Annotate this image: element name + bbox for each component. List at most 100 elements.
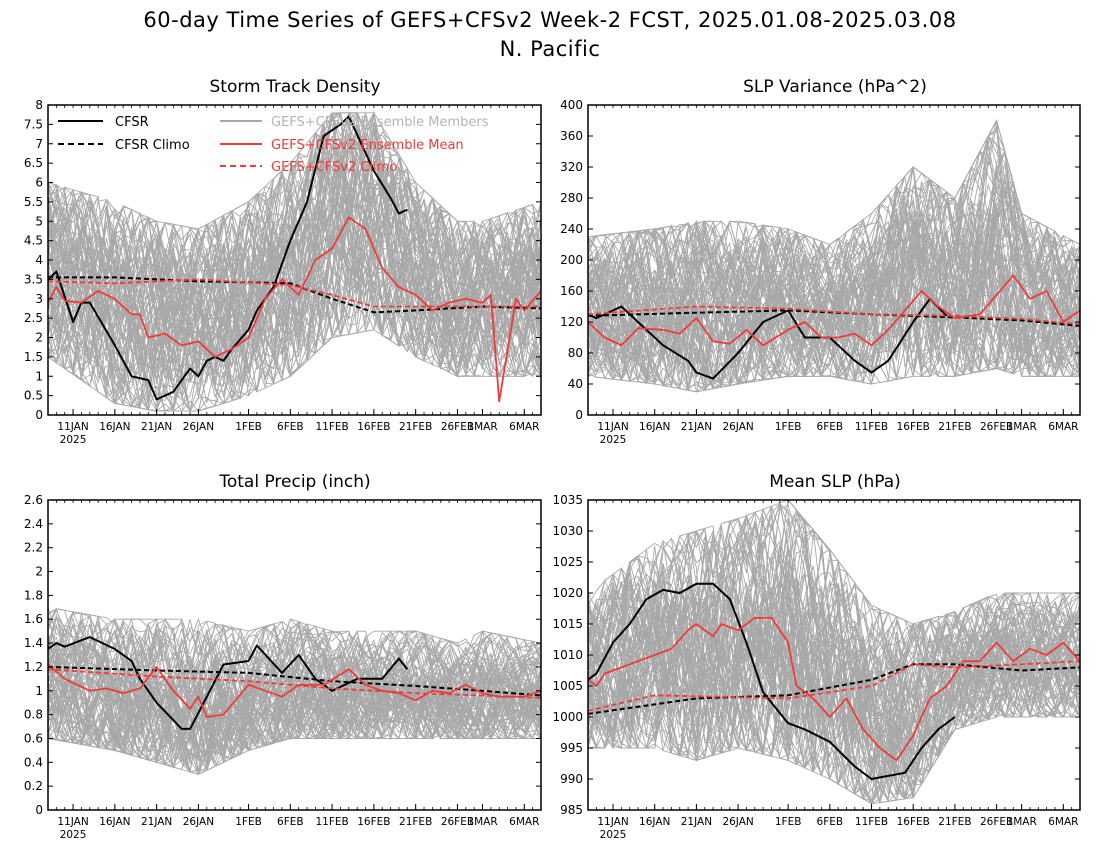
y-tick-label: 1015 xyxy=(552,617,583,631)
y-axis: 0 0.5 1 1.5 2 2.5 3 3.5 4 4.5 5 5.5 6 6.5 7 7.5 8 xyxy=(24,98,541,422)
y-tick-label: 990 xyxy=(560,772,583,786)
x-tick-label: 11FEB xyxy=(855,421,888,433)
ensemble-members xyxy=(588,118,1080,393)
ensemble-member-line xyxy=(588,240,1080,389)
x-tick-label: 21FEB xyxy=(938,816,971,828)
y-tick-label: 3.5 xyxy=(24,272,43,286)
x-tick-label: 16FEB xyxy=(897,816,930,828)
y-tick-label: 8 xyxy=(35,98,43,112)
x-tick-label: 11FEB xyxy=(315,816,348,828)
series-line-cfsr xyxy=(48,636,409,730)
plot-lines xyxy=(48,607,541,776)
x-year-label: 2025 xyxy=(60,829,87,841)
y-tick-label: 200 xyxy=(560,253,583,267)
plot-lines xyxy=(588,118,1080,393)
y-tick-label: 1.8 xyxy=(24,588,43,602)
x-tick-label: 6FEB xyxy=(817,421,844,433)
x-axis: 11JAN 16JAN 21JAN 26JAN 1FEB 6FEB 11FEB 16FEB 21… xyxy=(47,105,542,446)
y-tick-label: 2 xyxy=(35,331,43,345)
plot-area: 0 0.5 1 1.5 2 2.5 3 3.5 4 4.5 5 5.5 6 6.5 7 7.5 8 11JAN 16… xyxy=(24,98,542,446)
ensemble-member-line xyxy=(48,626,541,730)
panel-title: Mean SLP (hPa) xyxy=(769,472,901,492)
ensemble-member-line xyxy=(48,644,541,764)
y-tick-label: 0.4 xyxy=(24,755,43,769)
x-tick-label: 1MAR xyxy=(467,421,497,433)
x-tick-label: 26FEB xyxy=(441,421,474,433)
ensemble-member-line xyxy=(48,224,541,409)
x-tick-label: 21JAN xyxy=(141,421,172,433)
y-tick-label: 7 xyxy=(35,137,43,151)
y-tick-label: 2.5 xyxy=(24,311,43,325)
ensemble-member-line xyxy=(588,500,1080,667)
y-tick-label: 280 xyxy=(560,191,583,205)
x-tick-label: 26FEB xyxy=(980,421,1013,433)
plot-area: 0 0.2 0.4 0.6 0.8 1 1.2 1.4 1.6 1.8 2 2.2 2.4 2.6 11JA… xyxy=(24,493,542,841)
series-line-gefs-cfsv2-ensemble-mean xyxy=(48,663,541,718)
x-tick-label: 11JAN xyxy=(597,421,628,433)
ensemble-member-line xyxy=(48,668,541,768)
x-tick-label: 16JAN xyxy=(99,816,130,828)
ensemble-member-line xyxy=(48,194,541,377)
y-tick-label: 5 xyxy=(35,214,43,228)
ensemble-member-line xyxy=(48,194,541,389)
x-tick-label: 1FEB xyxy=(775,816,802,828)
y-axis: 0 0.2 0.4 0.6 0.8 1 1.2 1.4 1.6 1.8 2 2.2 2.4 2.6 xyxy=(24,493,541,817)
series-line-cfsr xyxy=(48,115,408,401)
ensemble-member-line xyxy=(588,517,1080,717)
ensemble-member-line xyxy=(588,280,1080,381)
x-year-label: 2025 xyxy=(600,829,627,841)
x-tick-label: 1FEB xyxy=(775,421,802,433)
legend-label-ensemble-mean: GEFS+CFSv2 Ensemble Mean xyxy=(271,138,464,153)
ensemble-member-line xyxy=(588,186,1080,390)
y-tick-label: 4 xyxy=(35,253,43,267)
x-tick-label: 16FEB xyxy=(897,421,930,433)
x-tick-label: 11JAN xyxy=(597,816,628,828)
x-tick-label: 21FEB xyxy=(399,421,432,433)
ensemble-member-line xyxy=(48,122,541,311)
ensemble-member-line xyxy=(48,620,541,713)
x-tick-label: 6MAR xyxy=(1048,421,1078,433)
y-tick-label: 320 xyxy=(560,160,583,174)
x-tick-label: 11FEB xyxy=(315,421,348,433)
plot-frame xyxy=(47,499,542,811)
y-tick-label: 400 xyxy=(560,98,583,112)
ensemble-member-line xyxy=(588,628,1080,804)
y-tick-label: 1030 xyxy=(552,524,583,538)
legend-label-cfsr: CFSR xyxy=(115,115,149,130)
ensemble-member-line xyxy=(48,112,541,325)
x-tick-label: 11JAN xyxy=(57,421,88,433)
series-line-gefs-cfsv2-climo xyxy=(588,305,1080,326)
ensemble-member-line xyxy=(588,183,1080,336)
ensemble-member-line xyxy=(48,167,541,394)
series-line-gefs-cfsv2-ensemble-mean xyxy=(588,274,1080,347)
ensemble-member-line xyxy=(588,604,1080,802)
y-tick-label: 3 xyxy=(35,292,43,306)
y-tick-label: 0.6 xyxy=(24,731,43,745)
x-tick-label: 21JAN xyxy=(681,816,712,828)
x-tick-label: 21JAN xyxy=(681,421,712,433)
ensemble-member-line xyxy=(588,591,1080,750)
ensemble-member-line xyxy=(588,185,1080,364)
ensemble-member-line xyxy=(588,262,1080,389)
panel-title: Storm Track Density xyxy=(209,77,380,97)
x-tick-label: 26JAN xyxy=(183,421,214,433)
ensemble-member-line xyxy=(48,164,541,411)
y-tick-label: 2.6 xyxy=(24,493,43,507)
ensemble-member-line xyxy=(588,219,1080,382)
y-tick-label: 1 xyxy=(35,684,43,698)
ensemble-member-line xyxy=(588,178,1080,330)
ensemble-member-line xyxy=(588,541,1080,709)
legend-label-ensemble-climo: GEFS+CFSv2 Climo xyxy=(271,160,397,175)
ensemble-member-line xyxy=(588,166,1080,333)
x-tick-label: 26JAN xyxy=(722,421,753,433)
ensemble-member-line xyxy=(588,594,1080,778)
x-tick-label: 16FEB xyxy=(357,421,390,433)
ensemble-member-line xyxy=(588,649,1080,804)
x-tick-label: 26FEB xyxy=(980,816,1013,828)
y-tick-label: 360 xyxy=(560,129,583,143)
x-tick-label: 1MAR xyxy=(467,816,497,828)
y-tick-label: 2.2 xyxy=(24,541,43,555)
x-year-label: 2025 xyxy=(60,434,87,446)
y-tick-label: 0 xyxy=(575,408,583,422)
